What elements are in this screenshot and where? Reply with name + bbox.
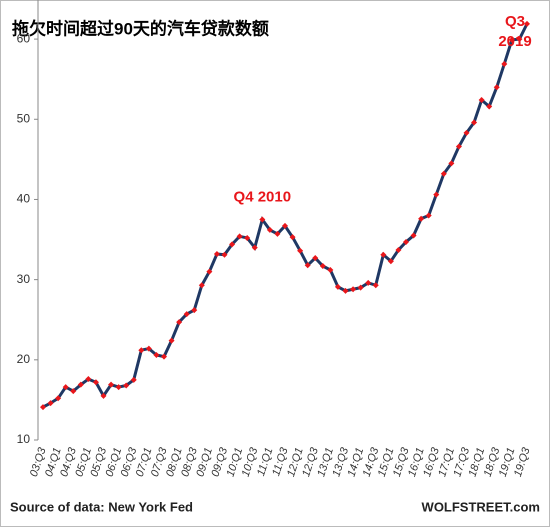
point [130, 376, 137, 383]
annotation: 2019 [498, 33, 531, 50]
point [259, 216, 266, 223]
annotation: Q4 2010 [234, 188, 292, 205]
y-tick-label: 40 [17, 192, 31, 206]
point [161, 353, 167, 360]
y-tick-label: 20 [17, 352, 31, 366]
point [410, 232, 417, 239]
point [153, 352, 160, 359]
point [244, 234, 251, 241]
point [251, 244, 258, 251]
point [198, 282, 205, 289]
point [342, 287, 349, 294]
source: Source of data: New York Fed [10, 499, 193, 514]
point [145, 345, 152, 352]
point [471, 119, 478, 126]
point [365, 279, 372, 286]
point [357, 284, 364, 291]
point [380, 251, 387, 258]
y-tick-label: 60 [17, 31, 31, 45]
point [191, 307, 198, 314]
point [85, 376, 92, 383]
point [138, 347, 145, 354]
point [282, 222, 288, 229]
point [183, 311, 190, 318]
y-tick-label: 30 [17, 272, 31, 286]
point [418, 215, 425, 222]
point [236, 233, 243, 240]
point [448, 160, 455, 167]
point [425, 212, 432, 219]
point [478, 97, 485, 104]
point [92, 379, 99, 386]
point [304, 262, 311, 269]
point [524, 20, 530, 27]
point [115, 384, 122, 391]
chart-title: 拖欠时间超过90天的汽车贷款数额 [12, 18, 269, 38]
point [455, 143, 462, 150]
annotation: Q3 [505, 13, 525, 30]
point [508, 36, 515, 43]
point [55, 395, 62, 402]
point [440, 170, 447, 177]
point [77, 381, 84, 388]
point [319, 263, 326, 270]
point [47, 400, 54, 407]
point [433, 191, 440, 198]
point [403, 238, 409, 245]
point [350, 286, 357, 293]
point [62, 384, 69, 391]
point [70, 388, 77, 395]
point [297, 247, 304, 254]
point [206, 268, 213, 275]
point [501, 60, 508, 67]
point [312, 254, 319, 261]
point [372, 282, 379, 289]
credit: WOLFSTREET.com [422, 499, 540, 514]
point [40, 404, 46, 411]
y-tick-label: 50 [17, 111, 31, 125]
point [168, 337, 175, 344]
point [486, 103, 493, 110]
point [274, 230, 281, 237]
point [334, 283, 341, 290]
point [395, 246, 402, 253]
point [229, 241, 236, 248]
point [266, 226, 273, 233]
point [221, 251, 228, 258]
point [100, 392, 107, 399]
point [516, 36, 523, 43]
y-tick-label: 10 [17, 432, 31, 446]
point [176, 319, 183, 326]
point [327, 267, 334, 274]
point [289, 234, 296, 241]
point [213, 250, 220, 257]
point [123, 382, 130, 389]
point [387, 258, 394, 265]
point [463, 129, 470, 136]
point [108, 381, 115, 388]
point [493, 84, 500, 91]
